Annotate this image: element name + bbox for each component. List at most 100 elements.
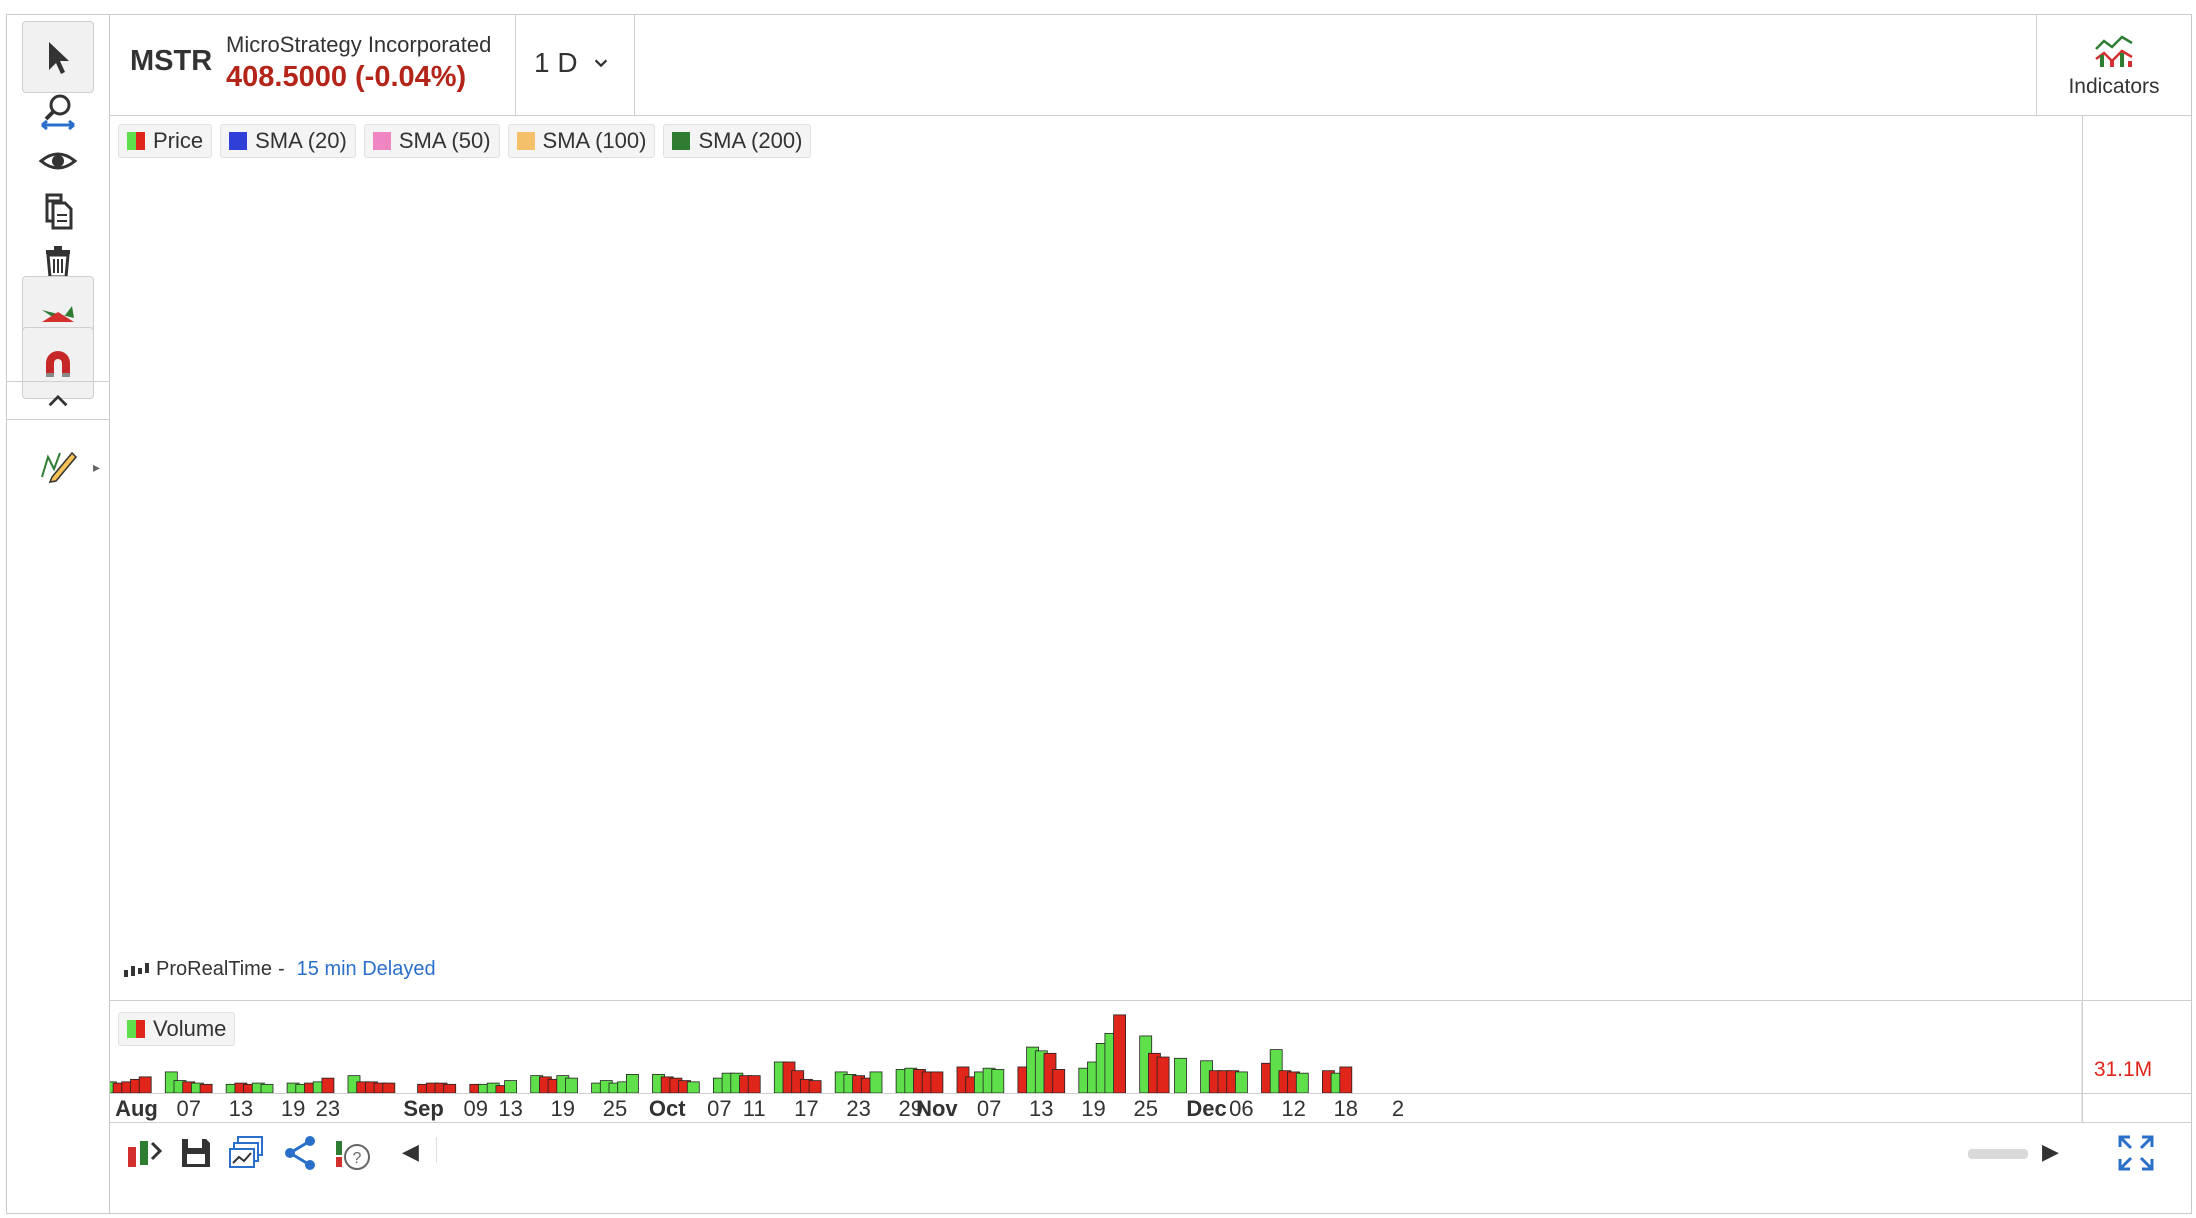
volume-bar: [443, 1083, 457, 1094]
x-tick-label: Aug: [115, 1096, 158, 1121]
swap-chart-button[interactable]: [122, 1131, 166, 1175]
expand-arrow-icon: ▸: [92, 459, 100, 475]
data-source: ProRealTime - 15 min Delayed: [122, 958, 436, 981]
toolbar-divider: [7, 381, 110, 382]
chart-frame: [109, 14, 2192, 1214]
delay-notice: 15 min Delayed: [296, 958, 436, 980]
x-tick-label: Oct: [649, 1096, 686, 1121]
legend-sma-200[interactable]: SMA (200): [663, 124, 812, 158]
toolbar-divider: [7, 419, 110, 420]
legend-price[interactable]: Price: [118, 124, 213, 158]
interval-value: 1 D: [534, 47, 578, 78]
source-separator: -: [277, 958, 285, 980]
x-tick-label: Nov: [916, 1096, 958, 1121]
x-tick-label: 07: [176, 1096, 200, 1121]
sma50-swatch: [372, 132, 391, 150]
zoom-tool[interactable]: [22, 75, 94, 147]
volume-bar: [382, 1082, 396, 1094]
interval-select[interactable]: 1 D: [534, 43, 634, 83]
volume-bar: [686, 1081, 700, 1094]
x-tick-label: 19: [551, 1096, 575, 1121]
indicators-button[interactable]: Indicators: [2036, 15, 2191, 115]
volume-bar: [1235, 1071, 1248, 1094]
legend-sma-50[interactable]: SMA (50): [363, 124, 500, 158]
price-axis-divider: [2082, 116, 2083, 1122]
legend-price-label: Price: [153, 128, 204, 153]
x-tick-label: 18: [1334, 1096, 1358, 1121]
x-tick-label: 13: [498, 1096, 522, 1121]
collapse-tools[interactable]: [22, 381, 94, 421]
price-chart[interactable]: 473.83327.67222.99183.34114.310015020025…: [110, 116, 2191, 1000]
volume-bar: [869, 1071, 883, 1094]
x-tick-label: 23: [846, 1096, 870, 1121]
save-button[interactable]: [174, 1131, 218, 1175]
eye-icon: [38, 152, 78, 170]
chart-swap-icon: [128, 1141, 163, 1167]
fullscreen-button[interactable]: [2116, 1133, 2160, 1177]
cursor-tool[interactable]: [22, 21, 94, 93]
x-tick-label: 11: [743, 1096, 766, 1121]
candles-icon: [124, 962, 149, 977]
magnet-tool[interactable]: [22, 327, 94, 399]
layouts-button[interactable]: [224, 1131, 268, 1175]
volume-bar: [138, 1076, 152, 1094]
x-tick-label: 17: [794, 1096, 818, 1121]
x-tick-label: 29: [899, 1096, 923, 1121]
drawing-tool[interactable]: ▸: [22, 427, 100, 499]
x-tick-label: 07: [977, 1096, 1001, 1121]
scroll-right-button[interactable]: ▶: [2042, 1139, 2059, 1164]
fullscreen-icon: [2118, 1135, 2154, 1171]
x-tick-label: 23: [316, 1096, 340, 1121]
x-tick-label: 25: [603, 1096, 627, 1121]
volume-bar: [321, 1077, 335, 1094]
help-icon: ?: [336, 1141, 370, 1170]
cursor-icon: [49, 42, 69, 74]
ticker-symbol: MSTR: [130, 45, 213, 77]
x-tick-label: 19: [1081, 1096, 1105, 1121]
volume-bar: [930, 1071, 944, 1094]
volume-bar: [1052, 1069, 1066, 1094]
volume-bar: [1174, 1057, 1187, 1094]
pencil-icon: [41, 451, 78, 483]
volume-bar: [565, 1077, 578, 1094]
scroll-left-button[interactable]: ◀: [402, 1139, 419, 1164]
legend-sma-100[interactable]: SMA (100): [507, 124, 656, 158]
volume-legend: Volume: [118, 1012, 236, 1046]
volume-bar: [1339, 1066, 1353, 1094]
indicator-legend: Price SMA (20) SMA (50) SMA (100) SMA (2…: [118, 124, 812, 158]
scroll-thumb[interactable]: [1968, 1149, 2028, 1159]
indicators-label: Indicators: [2068, 75, 2160, 98]
x-tick-label: 09: [464, 1096, 488, 1121]
svg-text:?: ?: [353, 1150, 362, 1167]
legend-volume-label: Volume: [153, 1016, 227, 1041]
chevron-down-icon: [594, 59, 607, 68]
x-tick-label: 25: [1133, 1096, 1157, 1121]
legend-volume[interactable]: Volume: [118, 1012, 236, 1046]
legend-sma-20[interactable]: SMA (20): [220, 124, 356, 158]
volume-bar: [991, 1069, 1005, 1094]
sma20-swatch: [229, 132, 248, 150]
visibility-tool[interactable]: [22, 125, 94, 197]
trend-icon: [42, 306, 74, 322]
trash-icon: [46, 246, 70, 279]
magnet-icon: [46, 351, 70, 377]
x-tick-label: Dec: [1186, 1096, 1226, 1121]
x-tick-label: 07: [707, 1096, 731, 1121]
legend-sma-100-label: SMA (100): [542, 128, 647, 153]
volume-bar: [808, 1080, 822, 1094]
volume-bar: [260, 1083, 274, 1094]
copy-tool[interactable]: [22, 175, 94, 247]
header-divider: [634, 15, 635, 115]
x-tick-label: 13: [229, 1096, 253, 1121]
share-button[interactable]: [278, 1131, 322, 1175]
help-button[interactable]: ?: [330, 1131, 374, 1175]
zoom-icon: [41, 94, 75, 131]
volume-bar: [1156, 1056, 1170, 1094]
copy-icon: [45, 193, 73, 230]
sma200-swatch: [672, 132, 691, 150]
panel-divider: [110, 1000, 2191, 1001]
legend-sma-20-label: SMA (20): [255, 128, 347, 153]
volume-swatch: [127, 1020, 145, 1038]
